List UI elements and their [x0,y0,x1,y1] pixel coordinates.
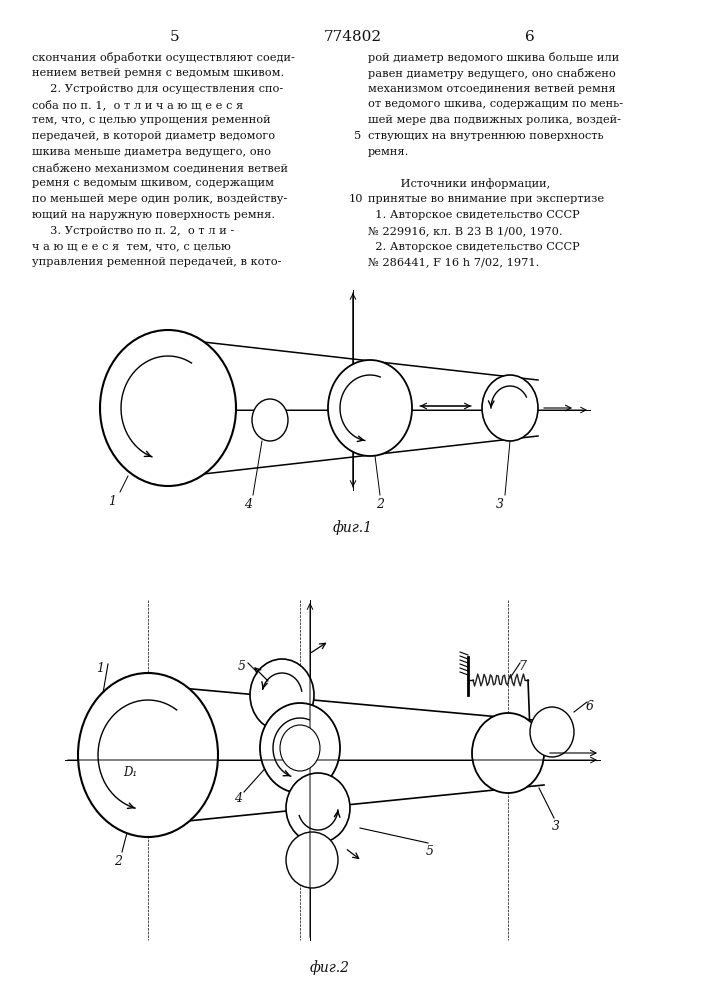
Text: ствующих на внутреннюю поверхность: ствующих на внутреннюю поверхность [368,131,604,141]
Text: фиг.2: фиг.2 [310,960,350,975]
Text: D₁: D₁ [123,766,137,780]
Text: 2: 2 [114,855,122,868]
Text: рой диаметр ведомого шкива больше или: рой диаметр ведомого шкива больше или [368,52,619,63]
Text: передачей, в которой диаметр ведомого: передачей, в которой диаметр ведомого [32,131,275,141]
Text: 2. Устройство для осуществления спо-: 2. Устройство для осуществления спо- [32,84,284,94]
Ellipse shape [252,399,288,441]
Ellipse shape [530,707,574,757]
Text: скончания обработки осуществляют соеди-: скончания обработки осуществляют соеди- [32,52,295,63]
Text: 1: 1 [108,495,116,508]
Text: ч а ю щ е е с я  тем, что, с целью: ч а ю щ е е с я тем, что, с целью [32,242,231,252]
Text: 5: 5 [354,131,361,141]
Text: 3. Устройство по п. 2,  о т л и -: 3. Устройство по п. 2, о т л и - [32,226,234,236]
Ellipse shape [286,832,338,888]
Text: 6: 6 [525,30,535,44]
Text: от ведомого шкива, содержащим по мень-: от ведомого шкива, содержащим по мень- [368,99,623,109]
Text: 10: 10 [349,194,363,204]
Text: 5: 5 [426,845,434,858]
Ellipse shape [280,725,320,771]
Text: 6: 6 [586,700,594,713]
Ellipse shape [472,713,544,793]
Text: 3: 3 [552,820,560,833]
Text: 2. Авторское свидетельство СССР: 2. Авторское свидетельство СССР [368,242,580,252]
Text: № 229916, кл. В 23 В 1/00, 1970.: № 229916, кл. В 23 В 1/00, 1970. [368,226,563,236]
Text: ремня с ведомым шкивом, содержащим: ремня с ведомым шкивом, содержащим [32,178,274,188]
Ellipse shape [250,659,314,731]
Text: 5: 5 [238,660,246,673]
Text: 4: 4 [244,498,252,511]
Text: шкива меньше диаметра ведущего, оно: шкива меньше диаметра ведущего, оно [32,147,271,157]
Ellipse shape [100,330,236,486]
Ellipse shape [78,673,218,837]
Text: управления ременной передачей, в кото-: управления ременной передачей, в кото- [32,257,281,267]
Text: 1: 1 [96,662,104,675]
Text: 774802: 774802 [324,30,382,44]
Text: 1. Авторское свидетельство СССР: 1. Авторское свидетельство СССР [368,210,580,220]
Text: 2: 2 [376,498,384,511]
Text: 7: 7 [518,660,526,673]
Text: ющий на наружную поверхность ремня.: ющий на наружную поверхность ремня. [32,210,275,220]
Text: тем, что, с целью упрощения ременной: тем, что, с целью упрощения ременной [32,115,271,125]
Text: фиг.1: фиг.1 [333,520,373,535]
Text: ремня.: ремня. [368,147,409,157]
Ellipse shape [482,375,538,441]
Text: Источники информации,: Источники информации, [368,178,550,189]
Text: принятые во внимание при экспертизе: принятые во внимание при экспертизе [368,194,604,204]
Ellipse shape [286,773,350,843]
Text: 5: 5 [170,30,180,44]
Text: № 286441, F 16 h 7/02, 1971.: № 286441, F 16 h 7/02, 1971. [368,257,539,267]
Text: шей мере два подвижных ролика, воздей-: шей мере два подвижных ролика, воздей- [368,115,621,125]
Text: снабжено механизмом соединения ветвей: снабжено механизмом соединения ветвей [32,163,288,173]
Text: 3: 3 [496,498,504,511]
Text: D₂: D₂ [299,748,311,758]
Text: нением ветвей ремня с ведомым шкивом.: нением ветвей ремня с ведомым шкивом. [32,68,284,78]
Ellipse shape [328,360,412,456]
Text: соба по п. 1,  о т л и ч а ю щ е е с я: соба по п. 1, о т л и ч а ю щ е е с я [32,99,243,110]
Ellipse shape [260,703,340,793]
Text: 4: 4 [234,792,242,805]
Text: механизмом отсоединения ветвей ремня: механизмом отсоединения ветвей ремня [368,84,616,94]
Text: равен диаметру ведущего, оно снабжено: равен диаметру ведущего, оно снабжено [368,68,616,79]
Text: по меньшей мере один ролик, воздейству-: по меньшей мере один ролик, воздейству- [32,194,287,204]
